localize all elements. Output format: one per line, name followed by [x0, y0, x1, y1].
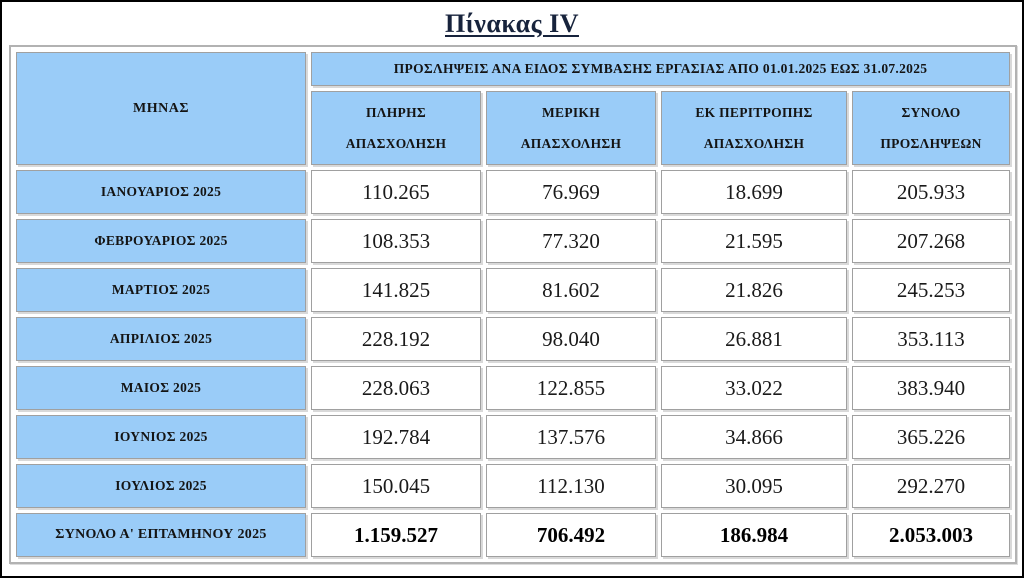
- column-header-rotation: ΕΚ ΠΕΡΙΤΡΟΠΗΣ ΑΠΑΣΧΟΛΗΣΗ: [661, 91, 847, 165]
- part-time-value: 112.130: [486, 464, 656, 508]
- table-row: ΙΟΥΝΙΟΣ 2025 192.784 137.576 34.866 365.…: [16, 415, 1011, 459]
- table-span-header: ΠΡΟΣΛΗΨΕΙΣ ΑΝΑ ΕΙΔΟΣ ΣΥΜΒΑΣΗΣ ΕΡΓΑΣΙΑΣ Α…: [311, 52, 1011, 86]
- full-time-value: 141.825: [311, 268, 481, 312]
- rotation-value: 34.866: [661, 415, 847, 459]
- rotation-value: 26.881: [661, 317, 847, 361]
- table-row: ΙΑΝΟΥΑΡΙΟΣ 2025 110.265 76.969 18.699 20…: [16, 170, 1011, 214]
- rotation-value: 18.699: [661, 170, 847, 214]
- grand-total: 2.053.003: [852, 513, 1011, 557]
- month-label: ΑΠΡΙΛΙΟΣ 2025: [16, 317, 306, 361]
- rotation-value: 33.022: [661, 366, 847, 410]
- part-time-value: 81.602: [486, 268, 656, 312]
- full-time-value: 228.192: [311, 317, 481, 361]
- column-header-part-time: ΜΕΡΙΚΗ ΑΠΑΣΧΟΛΗΣΗ: [486, 91, 656, 165]
- month-label: ΙΟΥΝΙΟΣ 2025: [16, 415, 306, 459]
- column-header-line: ΜΕΡΙΚΗ: [541, 104, 601, 120]
- part-time-grand-total: 706.492: [486, 513, 656, 557]
- total-value: 207.268: [852, 219, 1011, 263]
- month-label: ΙΟΥΛΙΟΣ 2025: [16, 464, 306, 508]
- month-label: ΜΑΙΟΣ 2025: [16, 366, 306, 410]
- full-time-value: 192.784: [311, 415, 481, 459]
- month-label: ΜΑΡΤΙΟΣ 2025: [16, 268, 306, 312]
- rotation-value: 21.595: [661, 219, 847, 263]
- column-header-line: ΠΛΗΡΗΣ: [365, 104, 427, 120]
- month-label: ΙΑΝΟΥΑΡΙΟΣ 2025: [16, 170, 306, 214]
- table-header-row-span: ΜΗΝΑΣ ΠΡΟΣΛΗΨΕΙΣ ΑΝΑ ΕΙΔΟΣ ΣΥΜΒΑΣΗΣ ΕΡΓΑ…: [16, 52, 1011, 165]
- table-row: ΜΑΙΟΣ 2025 228.063 122.855 33.022 383.94…: [16, 366, 1011, 410]
- total-row-label: ΣΥΝΟΛΟ Α' ΕΠΤΑΜΗΝΟΥ 2025: [16, 513, 306, 557]
- column-header-line: ΣΥΝΟΛΟ: [901, 104, 961, 120]
- total-value: 245.253: [852, 268, 1011, 312]
- part-time-value: 77.320: [486, 219, 656, 263]
- total-value: 205.933: [852, 170, 1011, 214]
- table-header-row-columns: ΠΛΗΡΗΣ ΑΠΑΣΧΟΛΗΣΗ ΜΕΡΙΚΗ ΑΠΑΣΧΟΛΗΣΗ ΕΚ Π…: [16, 91, 1011, 165]
- total-value: 365.226: [852, 415, 1011, 459]
- column-header-full-time: ΠΛΗΡΗΣ ΑΠΑΣΧΟΛΗΣΗ: [311, 91, 481, 165]
- table-row: ΜΑΡΤΙΟΣ 2025 141.825 81.602 21.826 245.2…: [16, 268, 1011, 312]
- full-time-value: 150.045: [311, 464, 481, 508]
- month-column-header: ΜΗΝΑΣ: [16, 52, 306, 165]
- month-label: ΦΕΒΡΟΥΑΡΙΟΣ 2025: [16, 219, 306, 263]
- full-time-grand-total: 1.159.527: [311, 513, 481, 557]
- column-header-line: ΑΠΑΣΧΟΛΗΣΗ: [703, 135, 805, 151]
- rotation-value: 30.095: [661, 464, 847, 508]
- part-time-value: 122.855: [486, 366, 656, 410]
- total-value: 353.113: [852, 317, 1011, 361]
- column-header-line: ΠΡΟΣΛΗΨΕΩΝ: [880, 135, 982, 151]
- full-time-value: 110.265: [311, 170, 481, 214]
- rotation-grand-total: 186.984: [661, 513, 847, 557]
- column-header-total-hires: ΣΥΝΟΛΟ ΠΡΟΣΛΗΨΕΩΝ: [852, 91, 1011, 165]
- column-header-line: ΑΠΑΣΧΟΛΗΣΗ: [345, 135, 447, 151]
- part-time-value: 98.040: [486, 317, 656, 361]
- part-time-value: 76.969: [486, 170, 656, 214]
- part-time-value: 137.576: [486, 415, 656, 459]
- full-time-value: 108.353: [311, 219, 481, 263]
- page-title: Πίνακας IV: [445, 9, 579, 38]
- total-value: 383.940: [852, 366, 1011, 410]
- table-total-row: ΣΥΝΟΛΟ Α' ΕΠΤΑΜΗΝΟΥ 2025 1.159.527 706.4…: [16, 513, 1011, 557]
- full-time-value: 228.063: [311, 366, 481, 410]
- column-header-line: ΕΚ ΠΕΡΙΤΡΟΠΗΣ: [695, 104, 813, 120]
- column-header-line: ΑΠΑΣΧΟΛΗΣΗ: [520, 135, 622, 151]
- table-row: ΑΠΡΙΛΙΟΣ 2025 228.192 98.040 26.881 353.…: [16, 317, 1011, 361]
- rotation-value: 21.826: [661, 268, 847, 312]
- total-value: 292.270: [852, 464, 1011, 508]
- hires-by-contract-type-table: ΜΗΝΑΣ ΠΡΟΣΛΗΨΕΙΣ ΑΝΑ ΕΙΔΟΣ ΣΥΜΒΑΣΗΣ ΕΡΓΑ…: [9, 45, 1018, 564]
- table-row: ΦΕΒΡΟΥΑΡΙΟΣ 2025 108.353 77.320 21.595 2…: [16, 219, 1011, 263]
- table-row: ΙΟΥΛΙΟΣ 2025 150.045 112.130 30.095 292.…: [16, 464, 1011, 508]
